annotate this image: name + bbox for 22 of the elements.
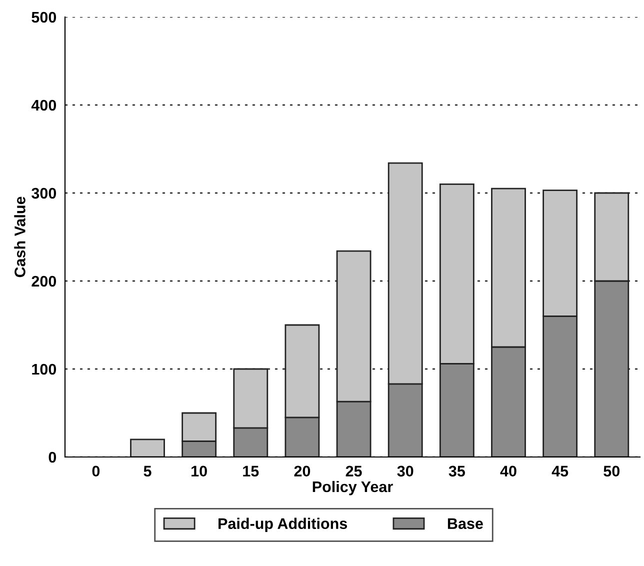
x-tick-label: 40 [500,466,516,477]
x-tick-label: 45 [552,466,568,477]
y-axis-title: Cash Value [14,196,26,278]
x-tick-label: 10 [192,466,207,477]
x-tick-label: 20 [294,466,310,477]
y-tick-label: 400 [31,100,56,111]
x-tick-label: 35 [448,466,465,477]
bar [130,438,165,457]
x-axis-title: Policy Year [312,480,393,496]
x-tick-label: 5 [144,466,152,477]
y-tick-label: 300 [32,188,56,199]
x-tick-label: 25 [346,466,362,477]
x-tick-label: 50 [604,466,620,477]
legend-label: Base [448,518,483,530]
x-tick-label: 15 [243,466,259,477]
x-tick-label: 0 [92,466,100,477]
y-tick-label: 200 [32,276,56,287]
y-tick-label: 500 [32,12,56,23]
y-tick-label: 100 [32,364,56,375]
legend-label: Paid-up Additions [218,518,348,532]
x-tick-label: 30 [397,466,414,477]
y-tick-label: 0 [48,452,56,463]
